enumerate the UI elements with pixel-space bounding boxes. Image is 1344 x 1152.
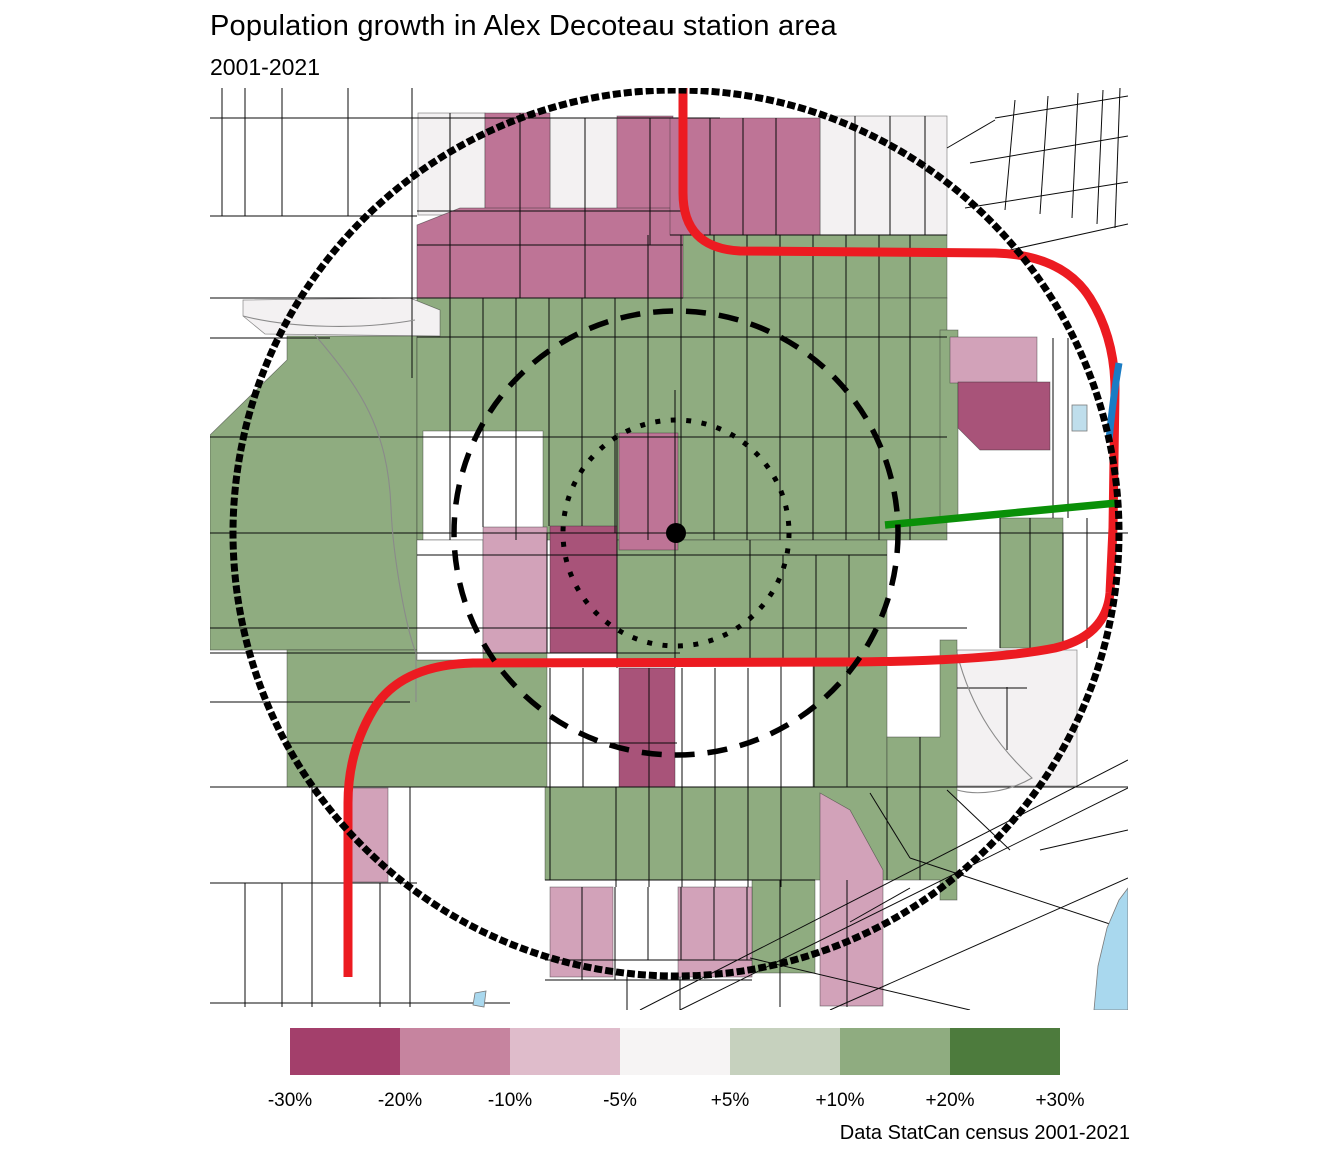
- data-source-caption: Data StatCan census 2001-2021: [839, 1122, 1130, 1144]
- street-line: [1114, 88, 1121, 229]
- ring-outer: [229, 88, 1123, 980]
- legend-swatch-1: [400, 1028, 510, 1075]
- street-line: [749, 957, 971, 1010]
- census-block: [416, 539, 484, 661]
- legend-label-2: -10%: [487, 1090, 533, 1111]
- legend-label-7: +30%: [1035, 1090, 1085, 1111]
- legend-label-6: +20%: [925, 1090, 975, 1111]
- legend-label-0: -30%: [267, 1090, 313, 1111]
- street-line: [1071, 92, 1079, 219]
- street-line: [1004, 99, 1016, 211]
- minor-road-line: [314, 334, 417, 702]
- highway-red-line: [343, 592, 1115, 977]
- ring-inner: [560, 417, 792, 649]
- legend-label-1: -20%: [377, 1090, 423, 1111]
- census-block: [549, 525, 618, 654]
- census-block: [819, 115, 948, 236]
- legend-label-4: +5%: [710, 1090, 750, 1111]
- street-line: [829, 877, 1128, 1010]
- census-block: [416, 207, 684, 299]
- highway-red-line: [678, 88, 1120, 594]
- water-body: [472, 990, 487, 1008]
- blue-waterway-line: [1105, 362, 1123, 441]
- street-line: [1009, 223, 1128, 251]
- legend-swatch-3: [620, 1028, 730, 1075]
- census-block: [677, 886, 753, 978]
- legend-label-3: -5%: [603, 1090, 637, 1111]
- minor-road-line: [242, 315, 416, 327]
- street-line: [869, 792, 911, 859]
- street-line: [639, 759, 1128, 1010]
- chart-title: Population growth in Alex Decoteau stati…: [210, 10, 837, 42]
- chart-subtitle: 2001-2021: [210, 54, 320, 80]
- legend-swatch-2: [510, 1028, 620, 1075]
- street-line: [909, 857, 1128, 931]
- station-area-map: [210, 88, 1128, 1010]
- census-block: [956, 649, 1078, 787]
- legend-swatch-5: [840, 1028, 950, 1075]
- census-block: [999, 517, 1064, 649]
- station-dot: [666, 523, 686, 543]
- census-block: [886, 639, 958, 901]
- legend-label-5: +10%: [815, 1090, 865, 1111]
- minor-road-line: [956, 652, 1033, 794]
- street-line: [849, 887, 911, 923]
- street-line: [946, 119, 996, 149]
- map-canvas: [210, 88, 1128, 1010]
- water-body: [1071, 404, 1088, 432]
- street-line: [1039, 829, 1128, 851]
- census-block: [819, 792, 884, 1007]
- census-block: [949, 336, 1038, 384]
- green-line: [884, 499, 1118, 529]
- water-body: [1093, 887, 1128, 1010]
- census-block: [417, 112, 486, 216]
- census-block: [957, 381, 1051, 451]
- census-block: [618, 667, 676, 788]
- legend-swatch-6: [950, 1028, 1060, 1075]
- census-block: [669, 117, 821, 236]
- legend-swatch-4: [730, 1028, 840, 1075]
- census-block: [812, 659, 888, 788]
- street-line: [1039, 95, 1049, 215]
- census-block: [616, 539, 888, 661]
- street-line: [1096, 89, 1104, 225]
- street-line: [964, 181, 1128, 209]
- street-line: [994, 95, 1128, 119]
- ring-middle: [451, 308, 901, 758]
- street-line: [969, 135, 1128, 164]
- street-line: [679, 787, 1128, 1010]
- legend-swatch-0: [290, 1028, 400, 1075]
- census-block: [482, 526, 548, 654]
- census-block: [242, 297, 441, 337]
